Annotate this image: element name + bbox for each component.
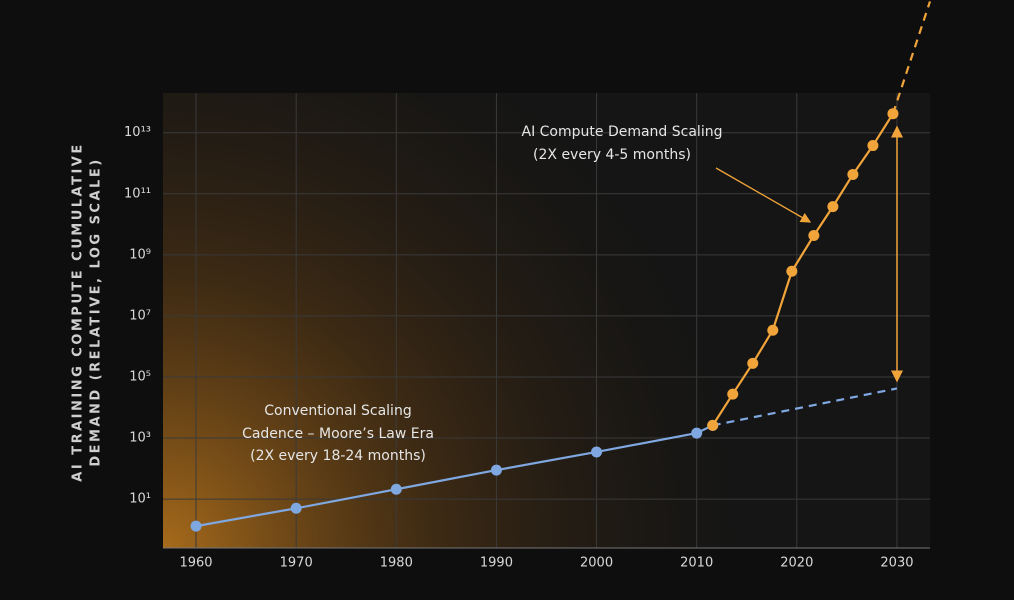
y-tick-label: 10⁹ (129, 247, 151, 262)
y-axis-title: DEMAND (RELATIVE, LOG SCALE) (89, 157, 104, 466)
x-tick-label: 2000 (580, 556, 613, 571)
data-point (390, 483, 402, 495)
annotation: AI Compute Demand Scaling (522, 124, 723, 140)
y-tick-label: 10¹¹ (124, 186, 151, 201)
data-point (767, 324, 779, 336)
x-tick-label: 2020 (780, 556, 813, 571)
x-tick-label: 2010 (680, 556, 713, 571)
y-tick-label: 10⁵ (129, 369, 151, 384)
annotation: Cadence – Moore’s Law Era (242, 426, 434, 442)
y-tick-label: 10¹ (129, 492, 151, 507)
data-point (827, 201, 839, 213)
data-point (786, 265, 798, 277)
x-tick-label: 2030 (880, 556, 913, 571)
data-point (747, 357, 759, 369)
series-line (711, 113, 894, 426)
x-tick-label: 1980 (380, 556, 413, 571)
marks (190, 1, 932, 532)
y-tick-label: 10⁷ (129, 308, 151, 323)
data-point (190, 520, 202, 532)
data-point (707, 419, 719, 431)
x-tick-label: 1970 (280, 556, 313, 571)
data-point (490, 464, 502, 476)
annotation: (2X every 18-24 months) (250, 448, 426, 464)
y-axis-title: AI TRAINING COMPUTE CUMULATIVE (71, 142, 86, 481)
data-point (290, 502, 302, 514)
annotation: (2X every 4-5 months) (533, 147, 691, 163)
data-point (727, 388, 739, 400)
x-tick-label: 1960 (179, 556, 212, 571)
x-tick-label: 1990 (480, 556, 513, 571)
data-point (867, 140, 879, 152)
pointer-arrow (715, 167, 812, 223)
data-point (691, 427, 703, 439)
y-tick-label: 10¹³ (124, 125, 151, 140)
plot-glow (163, 93, 930, 548)
series-line (891, 1, 932, 115)
data-point (887, 108, 899, 120)
data-point (591, 446, 603, 458)
annotation: Conventional Scaling (264, 403, 411, 419)
data-point (847, 168, 859, 180)
series-line (712, 387, 898, 427)
data-point (808, 230, 820, 242)
y-tick-label: 10³ (129, 431, 151, 446)
